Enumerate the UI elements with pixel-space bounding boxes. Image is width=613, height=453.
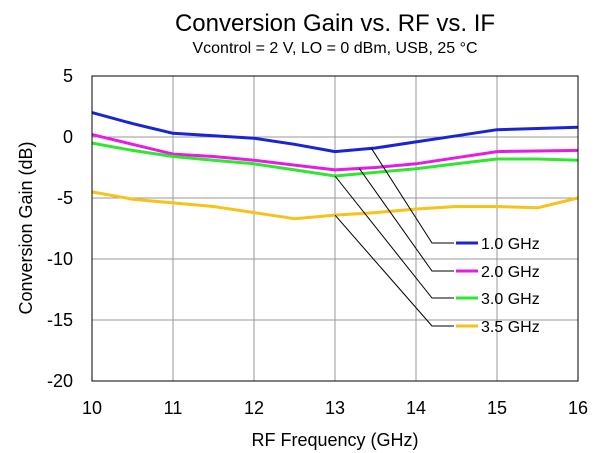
plot-frame xyxy=(91,75,579,382)
legend-label: 3.5 GHz xyxy=(481,319,540,336)
y-tick-label: -15 xyxy=(47,310,73,330)
x-tick-label: 16 xyxy=(568,398,588,418)
y-tick-label: -20 xyxy=(47,371,73,391)
series-line xyxy=(91,133,579,172)
legend-label: 3.0 GHz xyxy=(481,291,540,308)
legend-leader-line xyxy=(334,214,454,327)
legend-leader-line xyxy=(334,175,454,299)
x-tick-label: 13 xyxy=(325,398,345,418)
chart-subtitle: Vcontrol = 2 V, LO = 0 dBm, USB, 25 °C xyxy=(192,40,477,57)
x-tick-label: 14 xyxy=(406,398,426,418)
x-tick-label: 10 xyxy=(82,398,102,418)
y-axis-label: Conversion Gain (dB) xyxy=(16,141,36,314)
legend: 1.0 GHz 2.0 GHz 3.0 GHz 3.5 GHz xyxy=(334,148,540,336)
x-axis-label: RF Frequency (GHz) xyxy=(251,430,418,450)
y-tick-label: 0 xyxy=(63,127,73,147)
x-tick-label: 12 xyxy=(244,398,264,418)
x-tick-label: 15 xyxy=(487,398,507,418)
legend-leader-line xyxy=(358,168,454,272)
x-tick-label: 11 xyxy=(164,398,183,418)
y-tick-label: 5 xyxy=(63,66,73,86)
tick-labels: 10 11 12 13 14 15 16 5 0 -5 -10 -15 -20 xyxy=(47,66,588,418)
legend-label: 2.0 GHz xyxy=(481,264,540,281)
legend-leader-line xyxy=(370,148,454,244)
y-tick-label: -5 xyxy=(57,188,73,208)
series-line xyxy=(91,111,579,154)
legend-label: 1.0 GHz xyxy=(481,236,540,253)
chart-title: Conversion Gain vs. RF vs. IF xyxy=(175,10,495,37)
y-tick-label: -10 xyxy=(47,249,73,269)
